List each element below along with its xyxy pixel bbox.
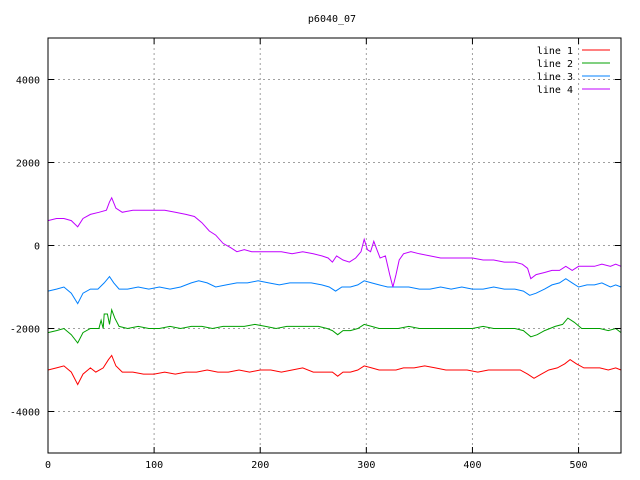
- y-tick-label: 4000: [16, 76, 40, 87]
- x-tick-label: 400: [463, 460, 481, 471]
- x-tick-label: 0: [45, 460, 51, 471]
- legend-label: line 3: [537, 72, 573, 83]
- series-line-1: [47, 354, 622, 386]
- legend: line 1 line 2 line 3 line 4: [537, 46, 610, 96]
- x-tick-label: 300: [357, 460, 375, 471]
- y-tick-label: -2000: [10, 325, 40, 336]
- y-tick-label: -4000: [10, 408, 40, 419]
- x-tick-label: 100: [145, 460, 163, 471]
- legend-label: line 2: [537, 59, 573, 70]
- x-tick-label: 200: [251, 460, 269, 471]
- chart-title: p6040_07: [308, 14, 356, 25]
- series-line-4: [47, 196, 622, 288]
- x-axis-ticks: 0 100 200 300 400 500: [45, 38, 588, 471]
- legend-label: line 1: [537, 46, 573, 57]
- y-axis-ticks: -4000 -2000 0 2000 4000: [10, 76, 621, 419]
- legend-label: line 4: [537, 85, 573, 96]
- grid-lines: [48, 38, 621, 453]
- x-tick-label: 500: [570, 460, 588, 471]
- y-tick-label: 2000: [16, 159, 40, 170]
- y-tick-label: 0: [34, 242, 40, 253]
- series-line-2: [47, 307, 622, 344]
- series-line-3: [47, 275, 622, 305]
- plot-series: [47, 196, 622, 386]
